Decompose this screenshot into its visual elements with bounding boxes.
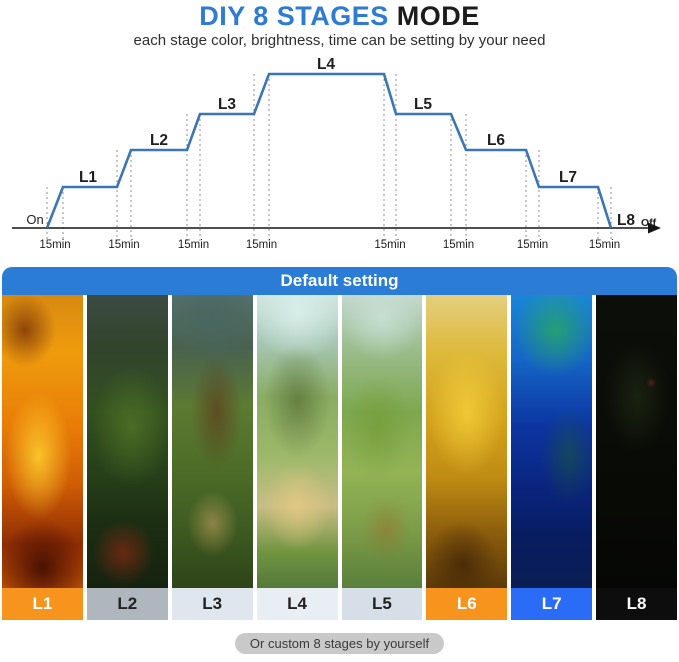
- chart-stage-label: L4: [317, 56, 335, 73]
- off-label: Off: [641, 217, 657, 229]
- aquarium-strip-l2: [86, 295, 168, 588]
- stage-column: L5: [341, 295, 423, 620]
- brightness-step-line: [45, 72, 613, 229]
- stage-column: L6: [426, 295, 508, 620]
- stage-label-l5: L5: [341, 588, 423, 620]
- axis-arrow-icon: [648, 222, 661, 234]
- aquarium-strip-l5: [341, 295, 423, 588]
- chart-stage-label: L8: [617, 212, 635, 229]
- transition-duration-label: 15min: [108, 239, 139, 251]
- stage-column: L8: [596, 295, 677, 620]
- aquarium-strip-l3: [171, 295, 253, 588]
- header: DIY 8 STAGES MODE each stage color, brig…: [0, 0, 679, 50]
- aquarium-strip-l4: [256, 295, 338, 588]
- default-setting-header: Default setting: [2, 267, 677, 295]
- title-rest: MODE: [388, 1, 480, 31]
- stage-column: L7: [511, 295, 593, 620]
- stage-strips: L1 L2 L3 L4 L5 L6 L7 L8: [2, 295, 677, 620]
- aquarium-strip-l7: [511, 295, 593, 588]
- stage-column: L3: [171, 295, 253, 620]
- stage-column: L2: [86, 295, 168, 620]
- transition-duration-label: 15min: [39, 239, 70, 251]
- aquarium-strip-l8: [596, 295, 677, 588]
- page-title: DIY 8 STAGES MODE: [0, 2, 679, 31]
- stage-chart-svg: 15min 15min 15min 15min 15min 15min 15min 15min…: [12, 56, 661, 251]
- transition-duration-label: 15min: [517, 239, 548, 251]
- transition-duration-label: 15min: [374, 239, 405, 251]
- stage-label-l4: L4: [256, 588, 338, 620]
- chart-stage-label: L1: [79, 169, 97, 186]
- default-setting-panel: Default setting L1 L2 L3 L4 L5 L6 L7 L8: [2, 267, 677, 620]
- aquarium-strip-l1: [2, 295, 83, 588]
- stage-label-l6: L6: [426, 588, 508, 620]
- custom-note-pill: Or custom 8 stages by yourself: [234, 633, 445, 654]
- stage-column: L4: [256, 295, 338, 620]
- transition-duration-label: 15min: [443, 239, 474, 251]
- stage-label-l2: L2: [86, 588, 168, 620]
- chart-stage-label: L2: [150, 132, 168, 149]
- on-label: On: [26, 212, 43, 227]
- aquarium-strip-l6: [426, 295, 508, 588]
- stage-column: L1: [2, 295, 83, 620]
- stage-label-l3: L3: [171, 588, 253, 620]
- title-accent: DIY 8 STAGES: [199, 1, 389, 31]
- chart-stage-label: L7: [559, 169, 577, 186]
- chart-stage-label: L3: [218, 96, 236, 113]
- transition-duration-label: 15min: [178, 239, 209, 251]
- footer-note-wrap: Or custom 8 stages by yourself: [0, 633, 679, 654]
- transition-duration-label: 15min: [246, 239, 277, 251]
- stage-label-l8: L8: [596, 588, 677, 620]
- transition-duration-label: 15min: [589, 239, 620, 251]
- chart-stage-label: L5: [414, 96, 432, 113]
- stage-label-l7: L7: [511, 588, 593, 620]
- chart-stage-label: L6: [487, 132, 505, 149]
- stage-label-l1: L1: [2, 588, 83, 620]
- page-subtitle: each stage color, brightness, time can b…: [133, 32, 546, 49]
